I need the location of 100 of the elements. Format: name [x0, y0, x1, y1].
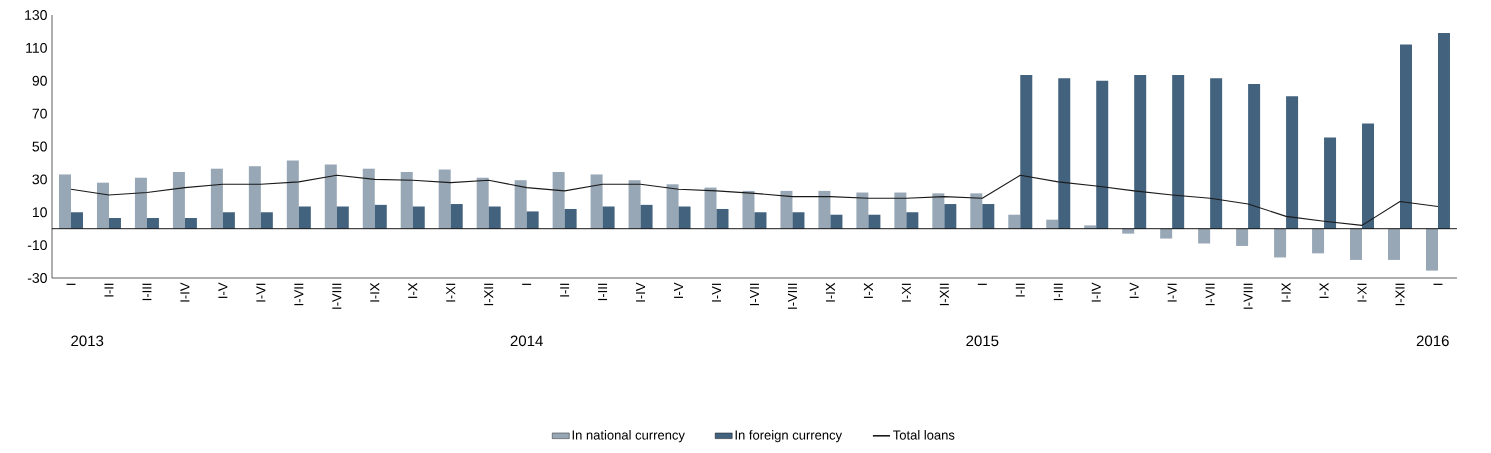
bar	[1425, 228, 1438, 271]
bar	[184, 218, 197, 229]
x-tick-label: I-XI	[901, 283, 911, 302]
x-tick-label: I-XII	[939, 283, 949, 306]
x-tick-label: I-VIII	[1243, 283, 1253, 309]
bar	[640, 204, 653, 229]
bar	[298, 206, 311, 229]
bar	[324, 164, 337, 229]
y-tick-label: 110	[26, 42, 47, 53]
bar	[780, 190, 793, 229]
bar	[1274, 228, 1287, 258]
y-tick-label: 30	[32, 174, 47, 185]
text: 2016	[1416, 335, 1449, 347]
bar	[70, 212, 83, 229]
bar	[438, 169, 451, 229]
bar	[1350, 228, 1363, 260]
y-tick-label: 130	[25, 10, 47, 20]
bar	[1160, 228, 1173, 239]
bar	[412, 206, 425, 229]
bar	[1198, 228, 1211, 244]
bar	[906, 212, 919, 229]
bar	[1096, 80, 1109, 229]
bar	[96, 182, 109, 229]
bar	[1324, 137, 1337, 229]
bar	[1058, 78, 1071, 229]
legend-label: In foreign currency	[735, 430, 843, 443]
bar	[362, 168, 375, 229]
legend-label: In national currency	[572, 430, 685, 443]
x-tick-label: I-XI	[1357, 283, 1367, 302]
x-tick-label: I-IX	[1281, 282, 1291, 302]
bar	[374, 204, 387, 229]
bar	[488, 206, 501, 229]
x-tick-label: I-V	[1129, 282, 1139, 298]
bar	[970, 193, 983, 229]
bar	[552, 171, 565, 229]
bar	[1210, 78, 1223, 229]
bar	[564, 208, 577, 229]
bar	[1400, 44, 1412, 229]
x-tick-label: I-VII	[294, 283, 304, 306]
bar	[1286, 96, 1299, 229]
bar	[1236, 228, 1249, 246]
bar	[146, 218, 159, 229]
bar	[1248, 84, 1261, 229]
bar	[678, 206, 691, 229]
bar	[932, 193, 945, 229]
x-tick-label: I-III	[142, 283, 152, 301]
x-tick-label: I	[977, 283, 987, 285]
bar	[108, 218, 121, 229]
y-tick-label: 70	[32, 108, 47, 119]
x-tick-label: I-VII	[1205, 283, 1215, 306]
bar	[248, 166, 261, 229]
bar	[1437, 33, 1450, 229]
bar	[172, 171, 185, 229]
y-tick-label: -30	[27, 273, 47, 283]
x-tick-label: I-II	[1015, 283, 1025, 297]
x-tick-label: I-III	[598, 283, 608, 301]
x-tick-label: I-VIII	[332, 283, 342, 309]
x-tick-label: I-IV	[636, 282, 646, 302]
bar	[590, 174, 603, 229]
text: 2014	[510, 335, 543, 347]
bar	[58, 174, 71, 229]
legend-label: Total loans	[893, 430, 955, 440]
bar	[754, 212, 767, 229]
y-tick-label: 10	[32, 207, 47, 218]
bar	[286, 160, 299, 229]
bar	[602, 206, 615, 229]
bar	[1362, 123, 1375, 229]
bar	[514, 180, 527, 229]
bar	[830, 214, 843, 229]
x-tick-label: I-XI	[446, 283, 456, 302]
x-tick-label: I-IX	[370, 282, 380, 302]
line-series	[70, 174, 1439, 226]
text: 2013	[71, 335, 104, 347]
x-tick-label: I-V	[218, 282, 228, 298]
bar	[1020, 75, 1033, 229]
x-tick-label: I-VII	[750, 283, 759, 306]
x-tick-label: I-II	[560, 283, 570, 297]
y-tick-label: -10	[27, 240, 47, 251]
y-tick-label: 90	[32, 75, 47, 86]
bar	[982, 204, 995, 229]
x-tick-label: I-VIII	[787, 283, 797, 309]
x-tick-label: I-III	[1053, 283, 1063, 301]
bar	[134, 177, 147, 229]
y-tick-label: 50	[32, 141, 47, 152]
bar	[1084, 225, 1097, 229]
bar	[1388, 228, 1400, 260]
bar	[894, 192, 907, 229]
x-tick-label: I-XII	[484, 283, 494, 306]
x-tick-label: I-VI	[256, 283, 266, 302]
bar	[210, 168, 223, 229]
x-tick-label: I-IV	[180, 282, 190, 302]
bar	[628, 180, 641, 229]
bar	[716, 208, 729, 229]
bar	[400, 171, 413, 229]
x-tick-label: I-X	[408, 282, 418, 298]
text: 2015	[966, 335, 999, 347]
bar	[1122, 228, 1135, 234]
bar	[856, 192, 869, 229]
x-tick-label: I	[66, 283, 76, 285]
bar	[742, 190, 755, 229]
